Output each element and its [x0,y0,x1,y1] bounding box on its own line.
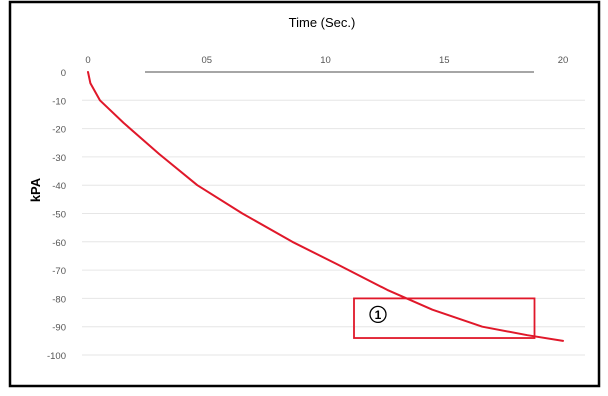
annotations: 1 [353,297,536,339]
x-tick-label: 0 [85,55,90,66]
y-tick-label: -20 [52,125,66,136]
annotation-marker [369,305,387,324]
y-tick-label: -70 [52,266,66,277]
y-tick-label: -30 [52,153,66,164]
y-tick-label: -100 [47,351,66,362]
y-tick-label: -50 [52,210,66,221]
y-tick-label: -80 [52,294,66,305]
y-axis-label: kPA [28,177,43,202]
x-tick-label: 20 [558,55,569,66]
annotation-box [353,297,536,339]
chart-frame [8,0,601,388]
series-line [87,71,564,342]
y-tick-label: -60 [52,238,66,249]
y-tick-label: 0 [61,68,66,79]
chart-title: Time (Sec.) [289,15,356,30]
x-tick-labels: 0 05 10 15 20 [85,55,568,66]
x-tick-label: 10 [320,55,331,66]
gridlines [82,99,585,356]
x-tick-label: 15 [439,55,450,66]
y-tick-label: -90 [52,323,66,334]
annotation-label: 1 [375,308,382,322]
y-tick-label: -40 [52,181,66,192]
y-tick-label: -10 [52,96,66,107]
series-layer [87,71,564,342]
x-tick-label: 05 [201,55,212,66]
y-tick-labels: 0 -10 -20 -30 -40 -50 -60 -70 -80 -90 -100 [47,68,66,362]
